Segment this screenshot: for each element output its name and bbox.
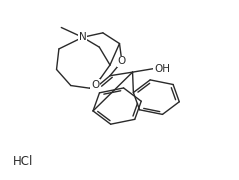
Text: HCl: HCl: [13, 155, 33, 168]
Text: O: O: [91, 80, 99, 90]
Text: O: O: [118, 56, 126, 66]
Text: N: N: [79, 32, 87, 42]
Text: OH: OH: [154, 64, 170, 74]
